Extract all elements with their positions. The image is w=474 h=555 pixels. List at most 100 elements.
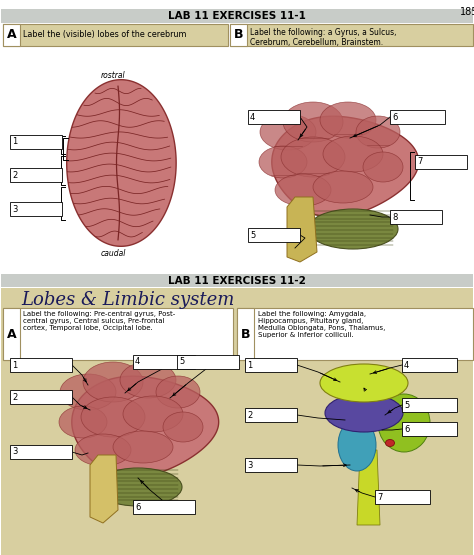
Text: LAB 11 EXERCISES 11-2: LAB 11 EXERCISES 11-2 — [168, 275, 306, 285]
Text: B: B — [241, 327, 250, 341]
Text: 2: 2 — [247, 411, 252, 420]
Bar — [3, 308, 20, 360]
Ellipse shape — [123, 396, 183, 432]
Text: 1: 1 — [247, 361, 252, 370]
Bar — [1, 9, 473, 23]
Text: Label the following: a Gyrus, a Sulcus,
Cerebrum, Cerebellum, Brainstem.: Label the following: a Gyrus, a Sulcus, … — [250, 28, 396, 47]
Bar — [375, 490, 430, 504]
Bar — [10, 445, 72, 459]
Text: rostral: rostral — [100, 70, 125, 79]
Bar — [3, 308, 233, 360]
Bar — [237, 308, 254, 360]
Text: LAB 11 EXERCISES 11-1: LAB 11 EXERCISES 11-1 — [168, 11, 306, 21]
Bar — [390, 110, 445, 124]
Text: Label the following: Amygdala,
Hippocampus, Pituitary gland,
Medulla Oblongata, : Label the following: Amygdala, Hippocamp… — [258, 311, 385, 338]
Bar — [10, 202, 62, 216]
Bar — [1, 274, 473, 287]
Bar — [10, 168, 62, 182]
Polygon shape — [90, 455, 118, 523]
Polygon shape — [357, 450, 380, 525]
Bar — [245, 358, 297, 372]
Bar — [248, 110, 300, 124]
Ellipse shape — [120, 362, 176, 398]
Text: 5: 5 — [404, 401, 409, 410]
Bar — [177, 355, 239, 369]
Ellipse shape — [75, 434, 131, 466]
Ellipse shape — [275, 174, 331, 206]
Bar — [402, 398, 457, 412]
Ellipse shape — [385, 440, 394, 447]
Polygon shape — [272, 116, 419, 218]
Bar — [390, 210, 442, 224]
Ellipse shape — [320, 102, 376, 138]
Text: 1: 1 — [12, 138, 17, 147]
Polygon shape — [287, 197, 317, 262]
Bar — [3, 24, 228, 46]
Ellipse shape — [163, 412, 203, 442]
Text: 2: 2 — [12, 170, 17, 179]
Ellipse shape — [59, 406, 107, 438]
Ellipse shape — [83, 362, 143, 402]
Ellipse shape — [156, 376, 200, 408]
Bar — [133, 500, 195, 514]
Bar — [133, 355, 195, 369]
Polygon shape — [72, 376, 219, 477]
Text: 6: 6 — [404, 425, 410, 433]
Ellipse shape — [113, 431, 173, 463]
Text: caudal: caudal — [100, 249, 126, 258]
Text: 3: 3 — [12, 447, 18, 457]
Ellipse shape — [323, 136, 383, 172]
Ellipse shape — [259, 146, 307, 178]
Text: B: B — [234, 28, 243, 42]
Bar — [248, 228, 300, 242]
Bar — [230, 24, 473, 46]
Ellipse shape — [281, 137, 345, 177]
Bar — [3, 24, 20, 46]
Text: 7: 7 — [417, 158, 422, 166]
Text: Label the following: Pre-central gyrus, Post-
central gyrus, Central sulcus, Pre: Label the following: Pre-central gyrus, … — [23, 311, 175, 331]
Text: 4: 4 — [135, 357, 140, 366]
Text: 3: 3 — [247, 461, 252, 470]
Ellipse shape — [325, 394, 403, 432]
Bar — [10, 390, 72, 404]
Ellipse shape — [94, 468, 182, 506]
Ellipse shape — [283, 102, 343, 142]
Ellipse shape — [320, 364, 408, 402]
Ellipse shape — [378, 394, 430, 452]
Text: A: A — [7, 28, 16, 42]
Bar — [402, 358, 457, 372]
Text: Lobes & Limbic system: Lobes & Limbic system — [21, 291, 235, 309]
Ellipse shape — [338, 419, 376, 471]
Text: 6: 6 — [392, 113, 397, 122]
Text: 3: 3 — [12, 204, 18, 214]
Text: 2: 2 — [12, 392, 17, 401]
Bar — [245, 408, 297, 422]
Ellipse shape — [313, 171, 373, 203]
Bar — [402, 422, 457, 436]
Polygon shape — [67, 80, 176, 246]
Ellipse shape — [260, 114, 316, 150]
Text: A: A — [7, 327, 16, 341]
Text: 1: 1 — [12, 361, 17, 370]
Ellipse shape — [363, 152, 403, 182]
Bar — [415, 155, 467, 169]
Ellipse shape — [308, 209, 398, 249]
Text: 5: 5 — [179, 357, 184, 366]
Bar — [245, 458, 297, 472]
Ellipse shape — [60, 374, 116, 410]
Text: 7: 7 — [377, 492, 383, 502]
Ellipse shape — [81, 397, 145, 437]
Bar — [230, 24, 247, 46]
Ellipse shape — [356, 116, 400, 148]
Text: 5: 5 — [250, 230, 255, 240]
Text: 4: 4 — [404, 361, 409, 370]
Text: 185: 185 — [460, 7, 474, 17]
Text: 6: 6 — [135, 502, 140, 512]
Bar — [237, 308, 473, 360]
Text: 4: 4 — [250, 113, 255, 122]
Bar — [1, 288, 473, 555]
Bar — [10, 135, 62, 149]
Text: 8: 8 — [392, 213, 397, 221]
Text: Label the (visible) lobes of the cerebrum: Label the (visible) lobes of the cerebru… — [23, 31, 186, 39]
Bar — [10, 358, 72, 372]
